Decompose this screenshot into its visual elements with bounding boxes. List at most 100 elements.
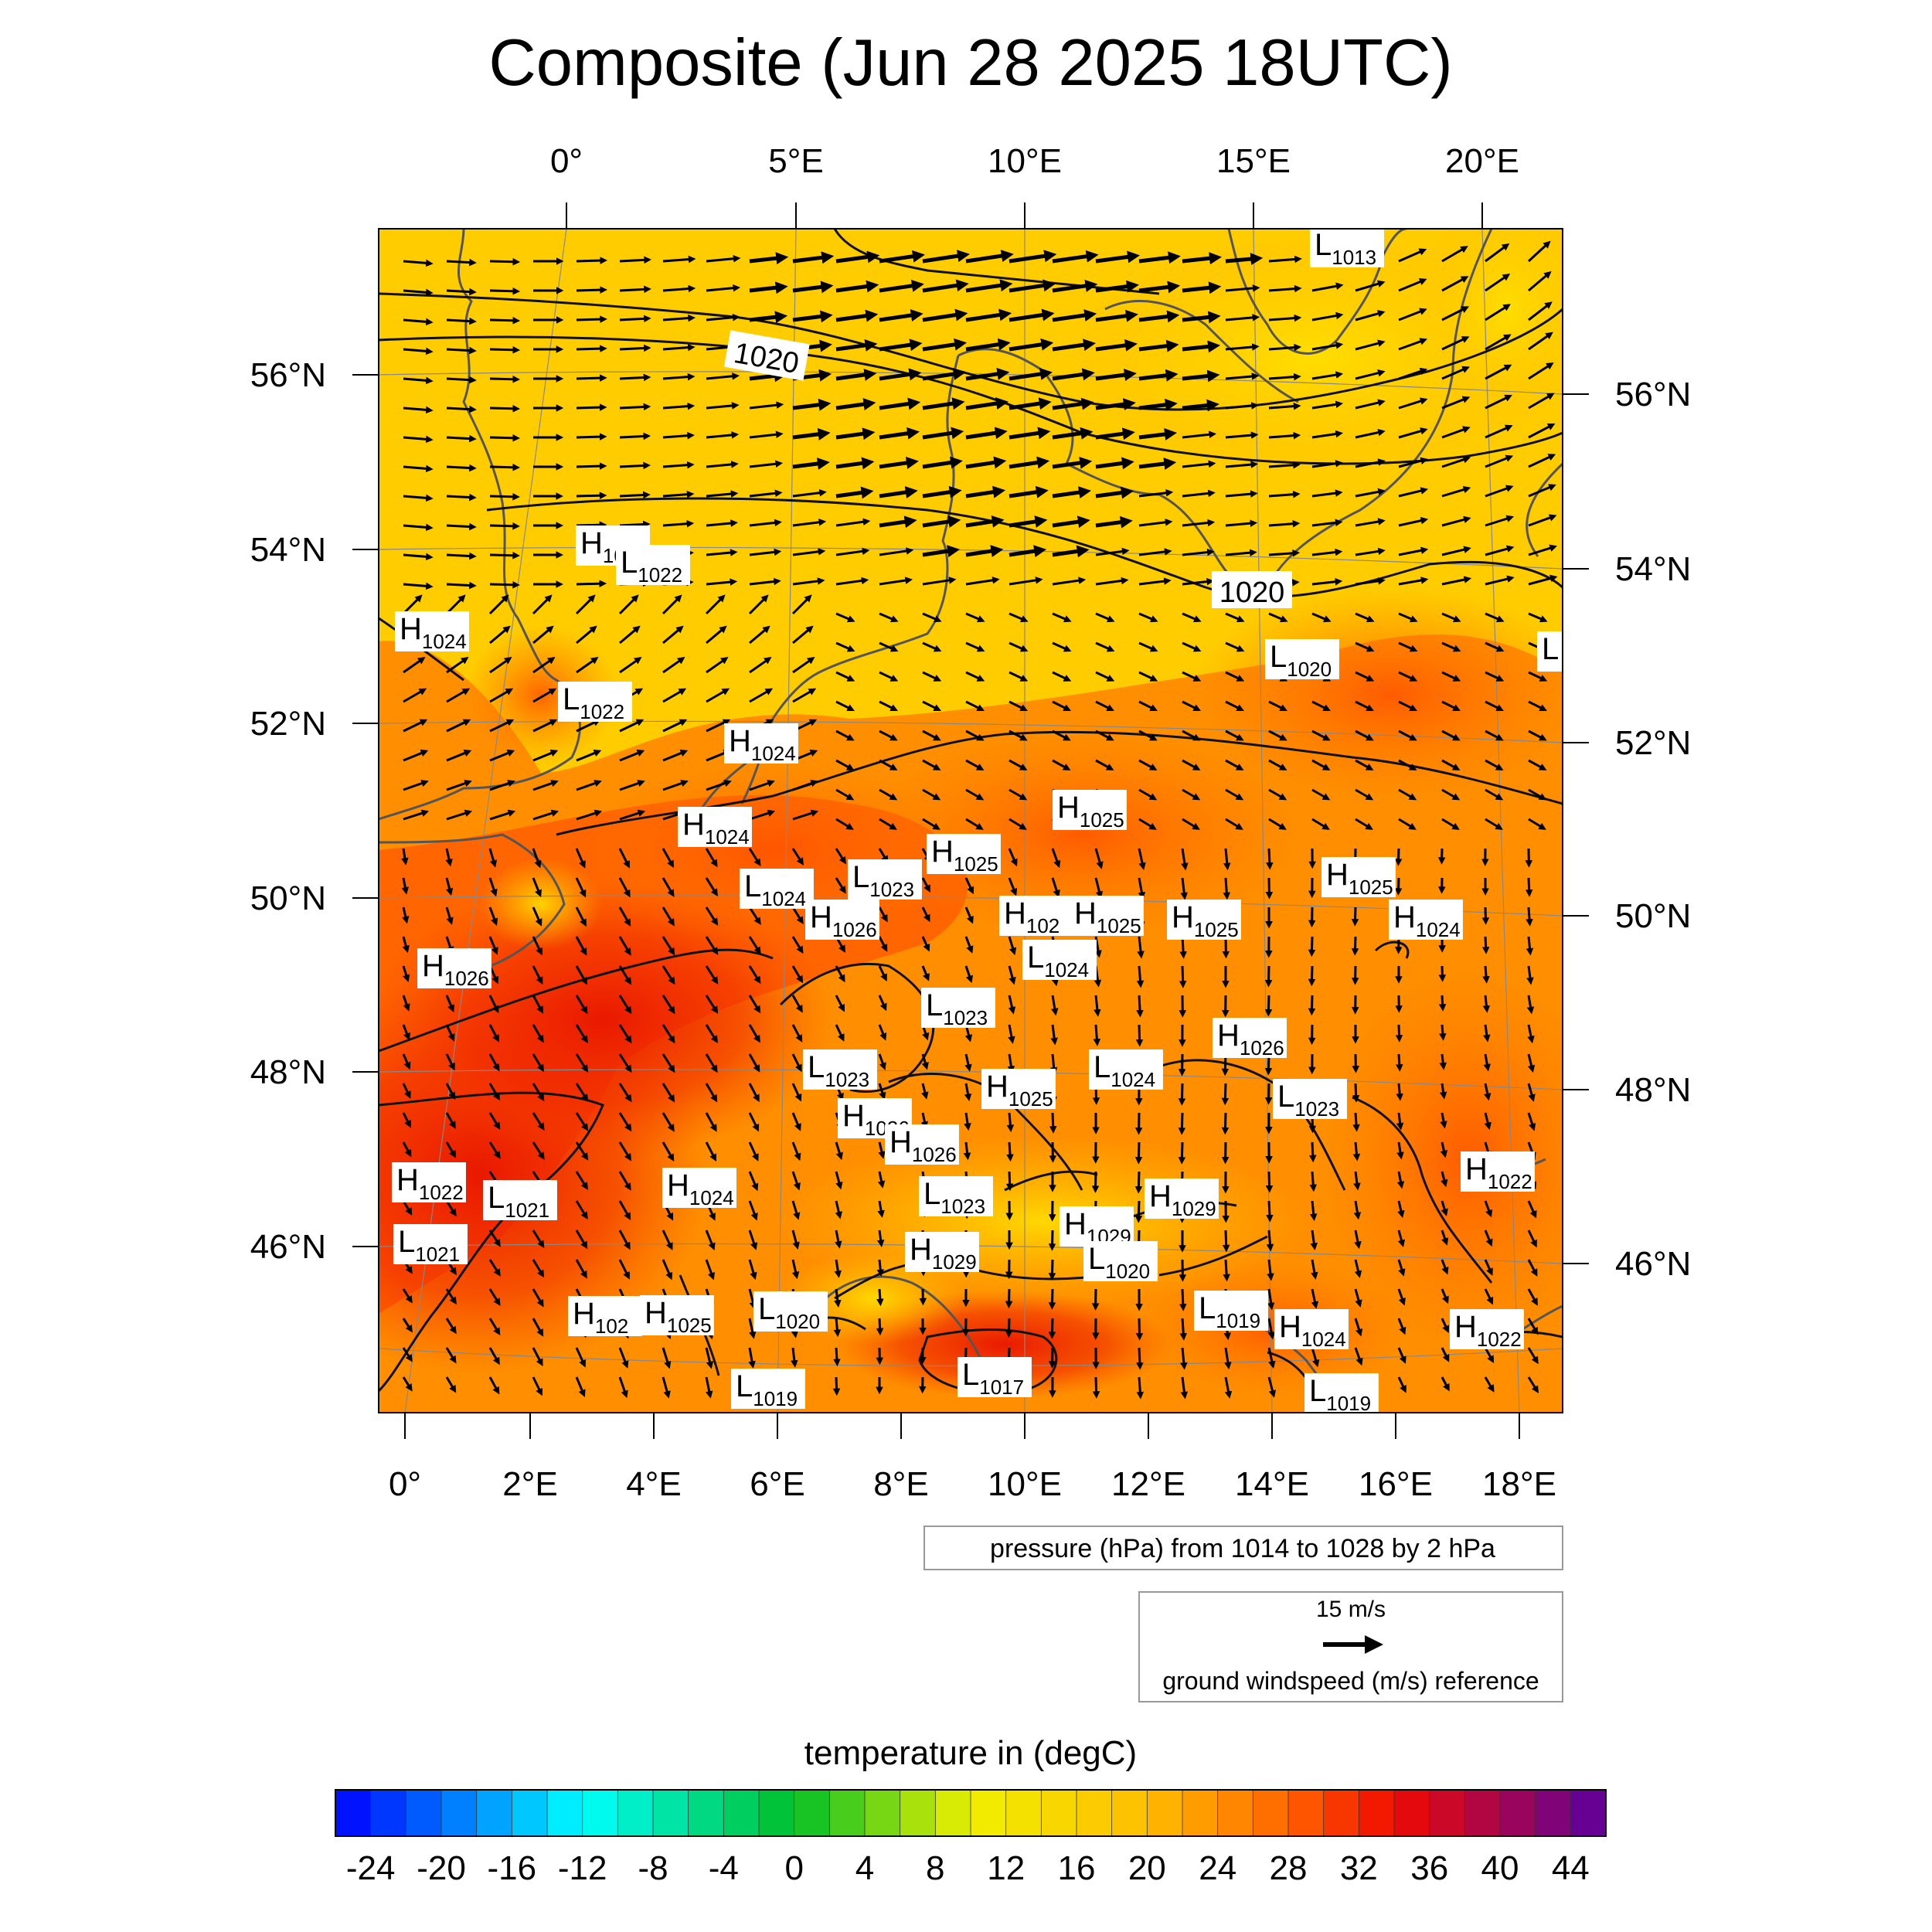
wind-arrow <box>922 788 941 801</box>
wind-arrow <box>791 965 804 984</box>
wind-arrow <box>1355 700 1374 711</box>
wind-arrow <box>618 1112 632 1132</box>
wind-arrow <box>403 376 434 385</box>
wind-arrow <box>1397 1200 1405 1219</box>
wind-arrow <box>662 519 695 528</box>
wind-arrow <box>835 486 874 499</box>
svg-text:L1023: L1023 <box>808 1050 869 1091</box>
wind-arrow <box>1485 273 1511 292</box>
wind-arrow <box>445 1347 457 1364</box>
map-frame <box>378 228 1563 1413</box>
wind-arrow <box>1134 1141 1143 1165</box>
wind-arrow <box>575 1024 588 1043</box>
wind-arrow <box>662 936 675 956</box>
wind-arrow <box>619 491 651 499</box>
wind-arrow <box>879 641 899 652</box>
wind-arrow <box>835 1171 843 1190</box>
wind-arrow <box>965 397 1009 410</box>
wind-arrow <box>1355 730 1374 741</box>
wind-arrow <box>576 521 607 529</box>
wind-arrow <box>1095 369 1137 381</box>
wind-arrow <box>575 906 587 927</box>
wind-arrow <box>879 577 913 586</box>
bottom-ticks <box>404 1413 1520 1439</box>
wind-arrow <box>1008 877 1018 896</box>
wind-arrow <box>402 995 410 1012</box>
pressure-center-label: L1019 <box>1194 1291 1268 1332</box>
wind-arrow <box>792 310 833 323</box>
wind-arrow <box>445 906 454 925</box>
pressure-center-label: L1022 <box>558 682 632 723</box>
wind-arrow <box>488 594 509 615</box>
wind-arrow <box>662 1024 675 1044</box>
wind-arrow <box>878 848 889 864</box>
wind-arrow <box>1009 788 1028 801</box>
colorbar-cell <box>546 1789 583 1837</box>
wind-arrow <box>489 809 516 821</box>
wind-arrow <box>1527 1230 1537 1248</box>
svg-text:H1025: H1025 <box>1172 900 1239 941</box>
wind-arrow <box>618 1200 631 1220</box>
wind-arrow <box>1308 965 1316 987</box>
wind-arrow <box>488 1259 501 1277</box>
colorbar-cell <box>582 1789 619 1837</box>
wind-arrow <box>705 594 726 615</box>
wind-arrow <box>748 848 761 867</box>
wind-arrow <box>1048 1318 1056 1339</box>
svg-text:L1017: L1017 <box>962 1358 1024 1399</box>
right-lat-label: 54°N <box>1615 550 1691 588</box>
wind-arrow <box>1182 311 1221 324</box>
wind-arrow <box>1355 518 1386 527</box>
wind-arrow <box>1049 1053 1058 1075</box>
wind-arrow <box>922 671 942 682</box>
wind-arrow <box>1134 1200 1143 1223</box>
wind-arrow <box>835 518 871 527</box>
wind-arrow <box>878 1141 886 1159</box>
pressure-center-label: H1029 <box>1145 1179 1219 1220</box>
wind-arrow <box>748 1288 757 1310</box>
wind-arrow <box>835 250 880 264</box>
wind-arrow <box>1311 460 1343 468</box>
wind-arrow <box>489 780 515 791</box>
wind-arrow <box>705 965 719 985</box>
wind-arrow <box>1355 399 1386 410</box>
wind-arrow <box>922 545 961 558</box>
wind-arrow <box>1138 339 1179 352</box>
wind-arrow <box>1267 1259 1274 1281</box>
wind-arrow <box>706 490 739 498</box>
wind-arrow <box>488 1318 501 1336</box>
wind-arrow <box>1355 759 1374 770</box>
wind-arrow <box>618 1171 631 1191</box>
svg-text:H1025: H1025 <box>1326 858 1393 899</box>
wind-arrow <box>1052 577 1087 586</box>
colorbar-cell <box>900 1789 937 1837</box>
wind-arrow <box>879 818 897 830</box>
wind-arrow <box>1052 545 1090 558</box>
wind-arrow <box>403 347 434 355</box>
wind-arrow <box>835 280 879 293</box>
wind-arrow <box>532 936 543 956</box>
wind-arrow <box>446 750 472 762</box>
colorbar-cell <box>828 1789 866 1837</box>
wind-arrow <box>445 594 466 615</box>
wind-arrow <box>1268 549 1301 557</box>
wind-arrow <box>1006 1141 1014 1162</box>
wind-arrow <box>1268 700 1287 711</box>
wind-arrow <box>1138 788 1158 801</box>
wind-arrow <box>748 594 769 615</box>
svg-text:L1024: L1024 <box>744 869 806 910</box>
wind-arrow <box>705 1230 716 1251</box>
wind-arrow <box>1138 641 1158 652</box>
svg-text:H1024: H1024 <box>729 724 796 765</box>
wind-arrow <box>877 1200 885 1218</box>
wind-arrow <box>1355 428 1386 439</box>
wind-arrow <box>532 1024 544 1043</box>
left-lat-label: 52°N <box>250 705 326 743</box>
wind-arrow <box>532 1053 544 1073</box>
colorbar-cell <box>405 1789 442 1837</box>
wind-arrow <box>488 936 498 955</box>
wind-arrow <box>879 515 917 529</box>
wind-vector-field <box>401 240 1558 1400</box>
wind-arrow <box>402 1288 413 1304</box>
top-lon-label: 10°E <box>988 142 1062 180</box>
